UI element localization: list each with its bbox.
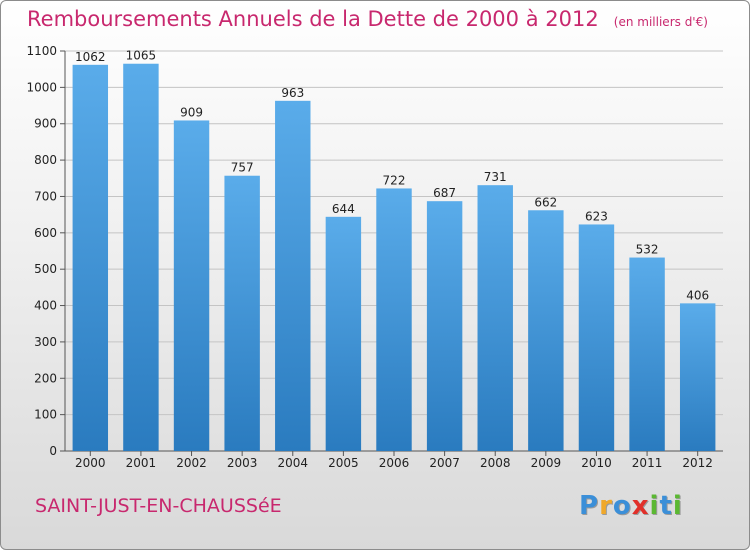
y-tick-label: 100 — [34, 408, 57, 422]
y-tick-label: 1000 — [26, 80, 57, 94]
value-label-2009: 662 — [534, 195, 557, 209]
bar-2011 — [629, 257, 665, 451]
bar-2005 — [325, 216, 362, 451]
y-tick-label: 700 — [34, 189, 57, 203]
bar-2000 — [72, 64, 109, 451]
value-label-2006: 722 — [383, 173, 406, 187]
axes: 0 100 200 300 400 500 600 700 800 900 1000 1100 — [26, 44, 723, 458]
logo-letter: x — [631, 491, 650, 521]
y-tick-label: 600 — [34, 226, 57, 240]
y-tick-label: 300 — [34, 335, 57, 349]
value-label-2010: 623 — [585, 209, 608, 223]
y-tick-label: 1100 — [26, 44, 57, 58]
value-label-2004: 963 — [281, 86, 304, 100]
city-name: SAINT-JUST-EN-CHAUSSéE — [35, 495, 282, 517]
x-tick-label-2005: 2005 — [328, 456, 359, 470]
y-tick-label: 0 — [49, 444, 57, 458]
value-label-2011: 532 — [636, 243, 659, 257]
title-unit-note: (en milliers d'€) — [613, 15, 708, 29]
value-label-2008: 731 — [484, 170, 507, 184]
x-tick-label-2003: 2003 — [227, 456, 258, 470]
x-tick-label-2001: 2001 — [126, 456, 157, 470]
y-tick-label: 500 — [34, 262, 57, 276]
value-label-2001: 1065 — [126, 49, 157, 63]
proxiti-logo[interactable]: Proxiti — [579, 491, 683, 521]
y-tick-label: 200 — [34, 371, 57, 385]
logo-letter: i — [649, 491, 660, 521]
chart-title: Remboursements Annuels de la Dette de 20… — [27, 7, 708, 31]
bar-2012 — [679, 303, 716, 451]
logo-letter: t — [659, 491, 673, 521]
x-tick-label-2011: 2011 — [632, 456, 663, 470]
labels: 1062 2000 1065 2001 909 2002 757 2003 963 2004 644… — [75, 49, 713, 470]
value-label-2003: 757 — [231, 161, 254, 175]
logo-letter: P — [579, 491, 600, 521]
y-tick-label: 900 — [34, 117, 57, 131]
value-label-2012: 406 — [686, 288, 709, 302]
x-tick-label-2009: 2009 — [531, 456, 562, 470]
logo-letter: i — [672, 491, 683, 521]
bar-2006 — [376, 188, 412, 452]
bar-2001 — [123, 63, 159, 452]
bar-2007 — [426, 201, 463, 451]
value-label-2000: 1062 — [75, 50, 106, 64]
value-label-2002: 909 — [180, 105, 203, 119]
title-main: Remboursements Annuels de la Dette de 20… — [27, 7, 599, 31]
logo-letter: r — [599, 491, 613, 521]
logo-letter: o — [612, 491, 632, 521]
bar-2008 — [477, 185, 513, 451]
value-label-2005: 644 — [332, 202, 355, 216]
bars — [72, 63, 716, 452]
y-tick-label: 800 — [34, 153, 57, 167]
x-tick-label-2012: 2012 — [682, 456, 713, 470]
bar-2010 — [578, 224, 615, 451]
bar-2009 — [528, 210, 564, 451]
bar-2004 — [275, 100, 311, 452]
x-tick-label-2010: 2010 — [581, 456, 612, 470]
x-tick-label-2006: 2006 — [379, 456, 410, 470]
x-tick-label-2000: 2000 — [75, 456, 106, 470]
bar-2002 — [173, 120, 210, 452]
x-tick-label-2002: 2002 — [176, 456, 207, 470]
bar-2003 — [224, 175, 260, 451]
x-tick-label-2008: 2008 — [480, 456, 511, 470]
x-tick-label-2007: 2007 — [429, 456, 460, 470]
x-tick-label-2004: 2004 — [277, 456, 308, 470]
y-tick-label: 400 — [34, 299, 57, 313]
value-label-2007: 687 — [433, 186, 456, 200]
